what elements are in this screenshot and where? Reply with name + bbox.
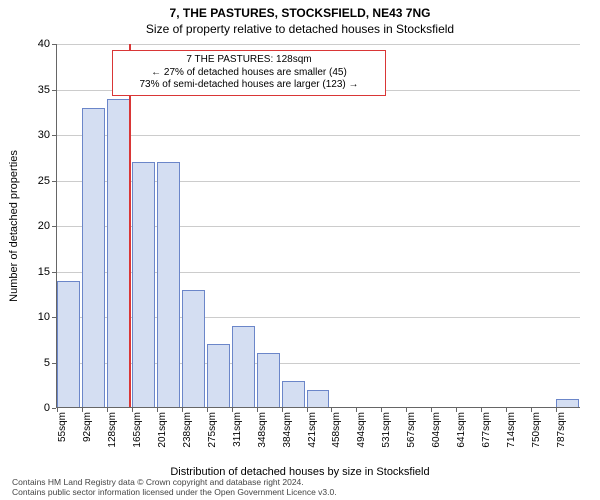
bar: [207, 344, 230, 408]
xtick-label: 201sqm: [157, 412, 168, 448]
ytick-label: 35: [38, 84, 56, 96]
callout-line2: ← 27% of detached houses are smaller (45…: [119, 67, 379, 80]
ytick-label: 25: [38, 175, 56, 187]
callout-line1: 7 THE PASTURES: 128sqm: [119, 54, 379, 67]
title-line2: Size of property relative to detached ho…: [0, 20, 600, 38]
xtick-label: 384sqm: [282, 412, 293, 448]
xtick-label: 238sqm: [182, 412, 193, 448]
xtick-label: 348sqm: [257, 412, 268, 448]
xtick-label: 128sqm: [107, 412, 118, 448]
xtick-label: 92sqm: [82, 412, 93, 442]
bar: [57, 281, 80, 408]
xtick-label: 677sqm: [481, 412, 492, 448]
chart-area: 051015202530354055sqm92sqm128sqm165sqm20…: [56, 44, 580, 408]
x-axis-line: [56, 407, 580, 408]
callout-line3: 73% of semi-detached houses are larger (…: [119, 79, 379, 92]
xtick-label: 311sqm: [232, 412, 243, 447]
xtick-label: 494sqm: [356, 412, 367, 448]
footer-note: Contains HM Land Registry data © Crown c…: [12, 478, 337, 498]
ytick-label: 0: [44, 402, 56, 414]
bar: [232, 326, 255, 408]
xtick-label: 604sqm: [431, 412, 442, 448]
gridline: [56, 44, 580, 45]
bar: [307, 390, 330, 408]
ytick-label: 30: [38, 129, 56, 141]
xtick-label: 787sqm: [556, 412, 567, 448]
x-axis-title: Distribution of detached houses by size …: [0, 466, 600, 478]
xtick-label: 165sqm: [132, 412, 143, 448]
y-axis-line: [56, 44, 57, 408]
xtick-label: 567sqm: [406, 412, 417, 448]
xtick-label: 275sqm: [207, 412, 218, 448]
xtick-label: 531sqm: [381, 412, 392, 448]
xtick-label: 641sqm: [456, 412, 467, 448]
ytick-label: 10: [38, 311, 56, 323]
xtick-label: 421sqm: [307, 412, 318, 448]
bar: [157, 162, 180, 408]
xtick-label: 55sqm: [57, 412, 68, 442]
xtick-label: 714sqm: [506, 412, 517, 448]
marker-line: [129, 44, 131, 408]
bar: [257, 353, 280, 408]
bar: [132, 162, 155, 408]
ytick-label: 5: [44, 357, 56, 369]
xtick-label: 750sqm: [531, 412, 542, 448]
y-axis-title: Number of detached properties: [8, 74, 20, 226]
bar: [282, 381, 305, 408]
callout-box: 7 THE PASTURES: 128sqm← 27% of detached …: [112, 50, 386, 96]
ytick-label: 15: [38, 266, 56, 278]
xtick-label: 458sqm: [331, 412, 342, 448]
bar: [107, 99, 130, 408]
bar: [182, 290, 205, 408]
footer-line2: Contains public sector information licen…: [12, 488, 337, 498]
title-line1: 7, THE PASTURES, STOCKSFIELD, NE43 7NG: [0, 0, 600, 20]
ytick-label: 20: [38, 220, 56, 232]
bar: [82, 108, 105, 408]
gridline: [56, 135, 580, 136]
ytick-label: 40: [38, 38, 56, 50]
